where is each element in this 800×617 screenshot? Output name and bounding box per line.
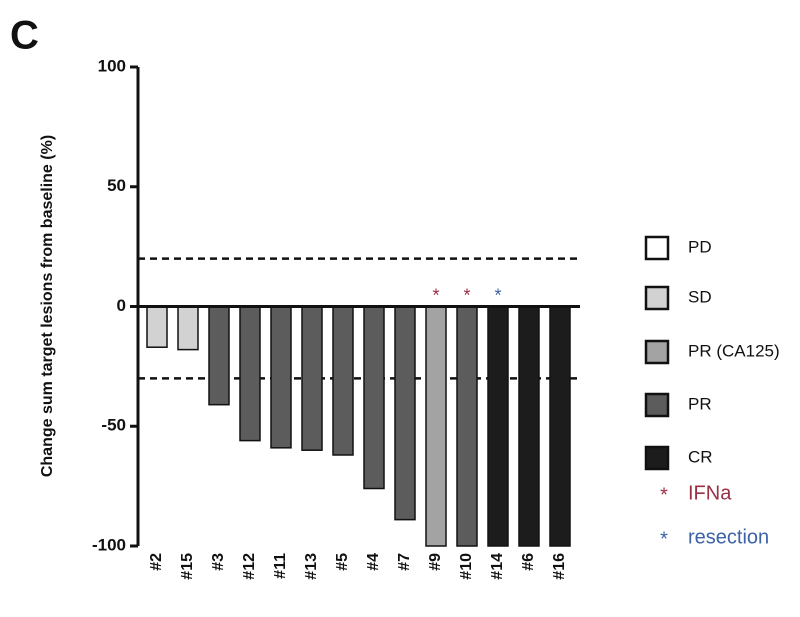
bar: [270, 305, 292, 449]
legend-label: resection: [688, 526, 769, 548]
legend-label: IFNa: [688, 482, 732, 504]
panel-label: C: [10, 14, 39, 58]
x-tick-label: #13: [303, 553, 320, 580]
legend-label: PR (CA125): [688, 341, 780, 360]
x-tick-label: #2: [148, 553, 165, 571]
y-axis-label: Change sum target lesions from baseline …: [39, 135, 56, 477]
legend-label: CR: [688, 447, 713, 466]
bar: [518, 305, 540, 547]
legend-swatch: [644, 392, 670, 418]
legend-swatch: [644, 445, 670, 471]
bar-marker: *: [494, 285, 501, 305]
y-tick-label: 0: [117, 296, 126, 315]
x-tick-label: #16: [551, 553, 568, 580]
legend-swatch: [644, 285, 670, 311]
bar: [425, 305, 447, 547]
legend-marker: *: [660, 528, 668, 550]
x-tick-label: #9: [427, 553, 444, 571]
y-tick-label: 50: [107, 176, 126, 195]
x-tick-label: #11: [272, 553, 289, 579]
x-tick-label: #7: [396, 553, 413, 571]
bar-marker: *: [463, 285, 470, 305]
legend-label: SD: [688, 287, 712, 306]
x-tick-label: #10: [458, 553, 475, 580]
legend-marker: *: [660, 484, 668, 506]
bar-marker: *: [432, 285, 439, 305]
x-tick-label: #14: [489, 553, 506, 580]
y-tick-label: -50: [101, 416, 126, 435]
bar: [208, 305, 230, 406]
legend-swatch: [644, 339, 670, 365]
x-tick-label: #5: [334, 553, 351, 571]
y-tick-label: -100: [92, 535, 126, 554]
bar: [549, 305, 571, 547]
bar: [487, 305, 509, 547]
x-tick-label: #6: [520, 553, 537, 571]
bar: [177, 305, 199, 351]
bar: [332, 305, 354, 456]
legend-label: PD: [688, 237, 712, 256]
bar: [363, 305, 385, 490]
x-tick-label: #4: [365, 553, 382, 571]
x-tick-label: #15: [179, 553, 196, 580]
bar: [456, 305, 478, 547]
bar: [301, 305, 323, 451]
bar: [394, 305, 416, 521]
bar: [239, 305, 261, 442]
y-tick-label: 100: [98, 56, 126, 75]
bar: [146, 305, 168, 348]
legend-label: PR: [688, 394, 712, 413]
legend-swatch: [644, 235, 670, 261]
x-tick-label: #3: [210, 553, 227, 571]
x-tick-label: #12: [241, 553, 258, 580]
